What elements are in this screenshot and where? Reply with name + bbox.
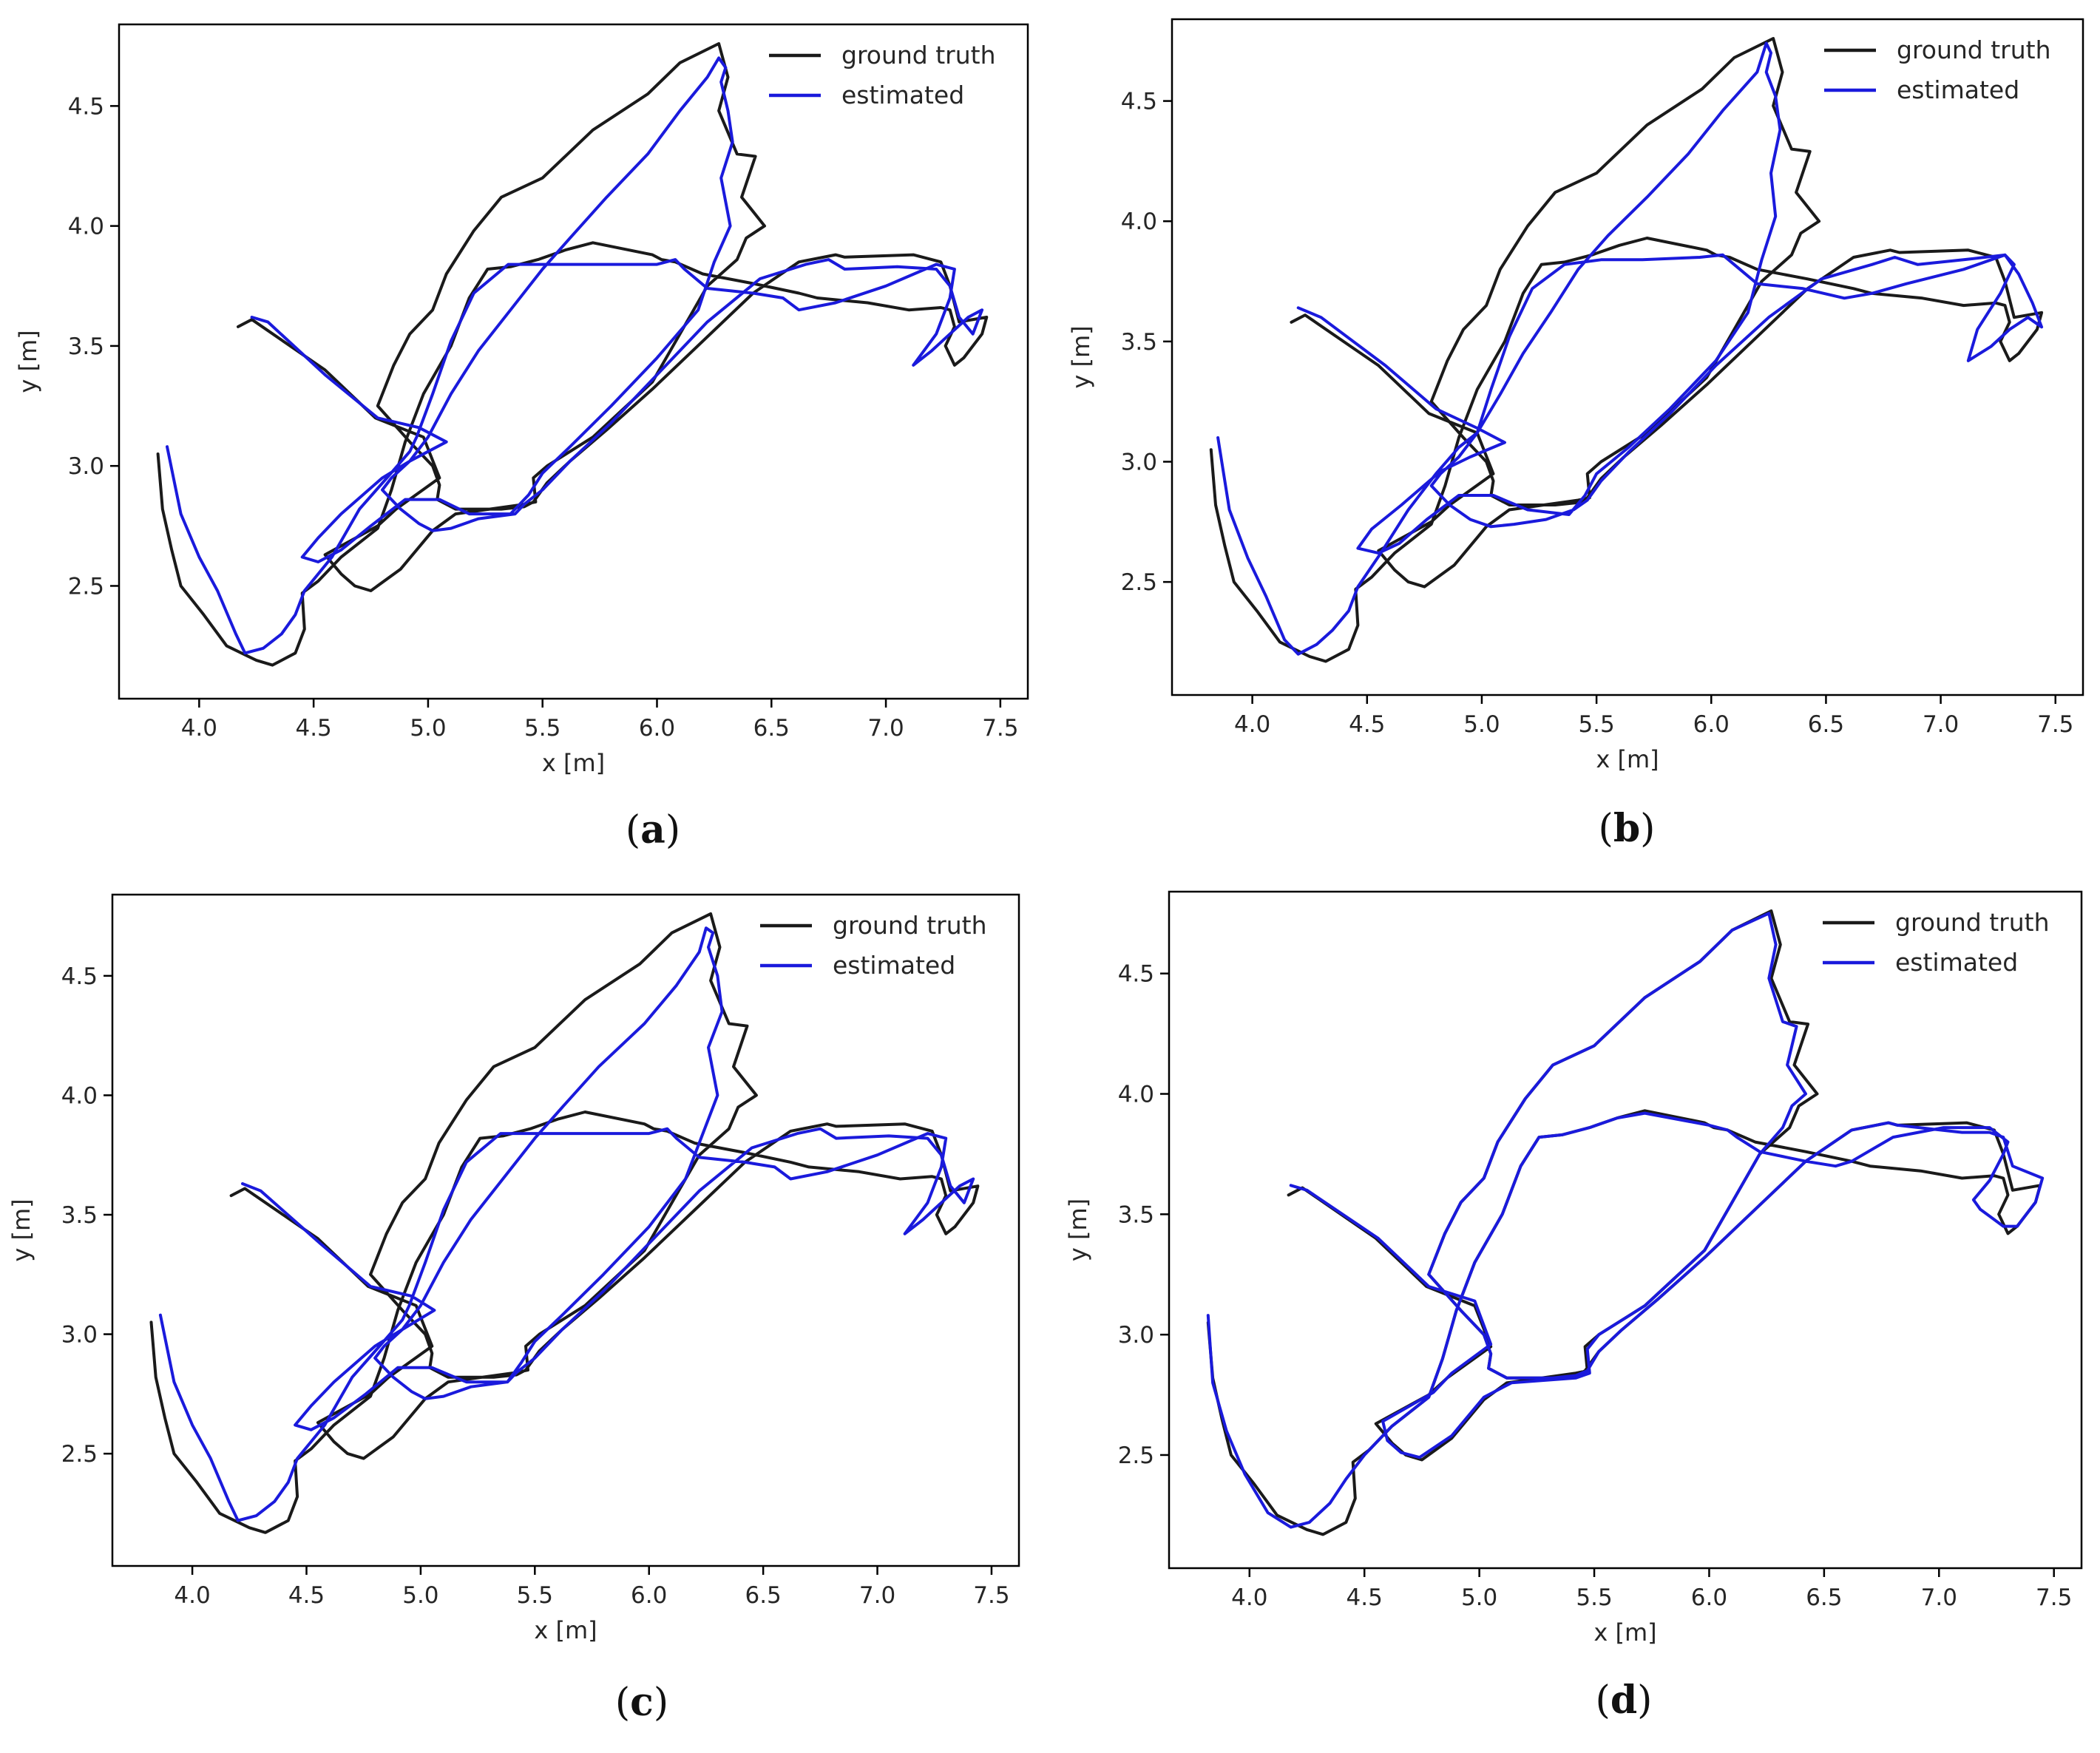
x-tick-label: 6.0 — [639, 715, 675, 742]
y-axis-label: y [m] — [1067, 325, 1095, 388]
panel-d: 4.0 4.5 5.0 5.5 6.0 6.5 7.0 7.5 2.5 3.0 3.5 4.0 4.5 x… — [1064, 890, 2083, 1723]
series-line-estimated — [158, 926, 975, 1522]
x-tick-label: 7.0 — [859, 1582, 895, 1609]
x-tick-label: 5.0 — [410, 715, 446, 742]
y-tick-label: 4.0 — [1121, 208, 1157, 235]
series-line-ground-truth — [1209, 37, 2044, 663]
legend-entry: estimated — [1897, 75, 2019, 104]
x-tick-label: 6.5 — [745, 1582, 781, 1609]
x-tick-label: 5.5 — [524, 715, 560, 742]
x-tick-label: 7.0 — [867, 715, 904, 742]
x-tick-label: 5.0 — [1461, 1584, 1497, 1611]
series-line-ground-truth — [156, 42, 989, 667]
x-tick-label: 5.0 — [402, 1582, 438, 1609]
x-tick-label: 7.5 — [2036, 1584, 2072, 1611]
x-tick-label: 6.0 — [1693, 711, 1730, 738]
x-tick-label: 7.5 — [973, 1582, 1009, 1609]
y-tick-label: 4.0 — [61, 1082, 98, 1109]
y-axis-label: y [m] — [1064, 1198, 1092, 1261]
legend-entry: estimated — [1895, 948, 2018, 977]
panel-caption: (c) — [615, 1680, 668, 1725]
panel-a: 4.0 4.5 5.0 5.5 6.0 6.5 7.0 7.5 2.5 3.0 3.5 4.0 4.5 x… — [14, 23, 1029, 852]
legend: ground truth estimated — [760, 911, 987, 980]
y-tick-label: 3.0 — [68, 453, 104, 480]
x-tick-label: 5.5 — [517, 1582, 553, 1609]
legend-entry: ground truth — [833, 911, 987, 940]
axes-frame — [1168, 890, 2083, 1570]
y-tick-label: 2.5 — [61, 1441, 98, 1468]
legend-entry: ground truth — [1897, 35, 2051, 64]
x-tick-label: 7.5 — [2037, 711, 2073, 738]
y-tick-label: 3.5 — [68, 333, 104, 360]
y-tick-label: 3.5 — [1118, 1201, 1154, 1228]
legend: ground truth estimated — [769, 41, 996, 109]
y-tick-label: 3.0 — [1121, 449, 1157, 475]
x-axis-label: x [m] — [1596, 745, 1659, 773]
panel-caption: (a) — [626, 807, 680, 852]
y-tick-label: 3.5 — [61, 1202, 98, 1229]
x-tick-label: 4.5 — [1349, 711, 1385, 738]
x-tick-label: 5.0 — [1463, 711, 1500, 738]
axes-frame — [111, 893, 1020, 1567]
x-tick-label: 6.0 — [631, 1582, 667, 1609]
x-axis-label: x [m] — [534, 1616, 597, 1644]
series-line-estimated — [166, 56, 984, 655]
x-tick-label: 4.0 — [1234, 711, 1270, 738]
series-line-ground-truth — [1206, 909, 2042, 1536]
y-tick-label: 3.5 — [1121, 329, 1157, 356]
legend-entry: ground truth — [1895, 908, 2050, 937]
y-tick-label: 3.0 — [61, 1322, 98, 1349]
legend-entry: estimated — [833, 951, 955, 980]
legend: ground truth estimated — [1824, 35, 2051, 104]
y-tick-label: 4.5 — [1118, 961, 1154, 988]
y-tick-label: 4.0 — [1118, 1082, 1154, 1108]
panel-b: 4.0 4.5 5.0 5.5 6.0 6.5 7.0 7.5 2.5 3.0 3.5 4.0 4.5 x… — [1067, 18, 2084, 851]
x-tick-label: 5.5 — [1578, 711, 1614, 738]
y-tick-label: 2.5 — [68, 573, 104, 600]
panel-c: 4.0 4.5 5.0 5.5 6.0 6.5 7.0 7.5 2.5 3.0 3.5 4.0 4.5 x… — [7, 893, 1020, 1725]
y-tick-label: 4.5 — [1121, 89, 1157, 115]
x-tick-label: 6.5 — [753, 715, 790, 742]
y-tick-label: 4.0 — [68, 214, 104, 240]
legend: ground truth estimated — [1823, 908, 2050, 977]
panel-caption: (d) — [1596, 1678, 1653, 1723]
y-tick-label: 3.0 — [1118, 1322, 1154, 1349]
legend-entry: estimated — [841, 81, 964, 109]
x-axis-label: x [m] — [1593, 1618, 1656, 1647]
x-tick-label: 4.5 — [288, 1582, 325, 1609]
y-tick-label: 2.5 — [1118, 1442, 1154, 1469]
series-line-ground-truth — [149, 912, 980, 1534]
y-axis-label: y [m] — [14, 330, 42, 393]
x-tick-label: 4.0 — [181, 715, 217, 742]
legend-entry: ground truth — [841, 41, 996, 69]
x-tick-label: 4.5 — [1347, 1584, 1383, 1611]
series-line-estimated — [1206, 912, 2045, 1529]
x-tick-label: 5.5 — [1576, 1584, 1612, 1611]
x-axis-label: x [m] — [542, 749, 605, 777]
x-tick-label: 6.5 — [1808, 711, 1844, 738]
y-tick-label: 4.5 — [68, 93, 104, 120]
x-tick-label: 7.0 — [1921, 1584, 1957, 1611]
series-line-estimated — [1216, 41, 2044, 656]
x-tick-label: 4.0 — [1231, 1584, 1267, 1611]
x-tick-label: 7.0 — [1923, 711, 1959, 738]
x-tick-label: 6.5 — [1806, 1584, 1842, 1611]
x-tick-label: 4.0 — [174, 1582, 210, 1609]
x-tick-label: 4.5 — [295, 715, 331, 742]
y-axis-label: y [m] — [7, 1198, 35, 1261]
y-tick-label: 4.5 — [61, 963, 98, 990]
panel-caption: (b) — [1599, 806, 1656, 851]
axes-frame — [1171, 18, 2084, 696]
x-tick-label: 6.0 — [1691, 1584, 1727, 1611]
y-tick-label: 2.5 — [1121, 569, 1157, 596]
axes-frame — [118, 23, 1029, 700]
x-tick-label: 7.5 — [982, 715, 1018, 742]
